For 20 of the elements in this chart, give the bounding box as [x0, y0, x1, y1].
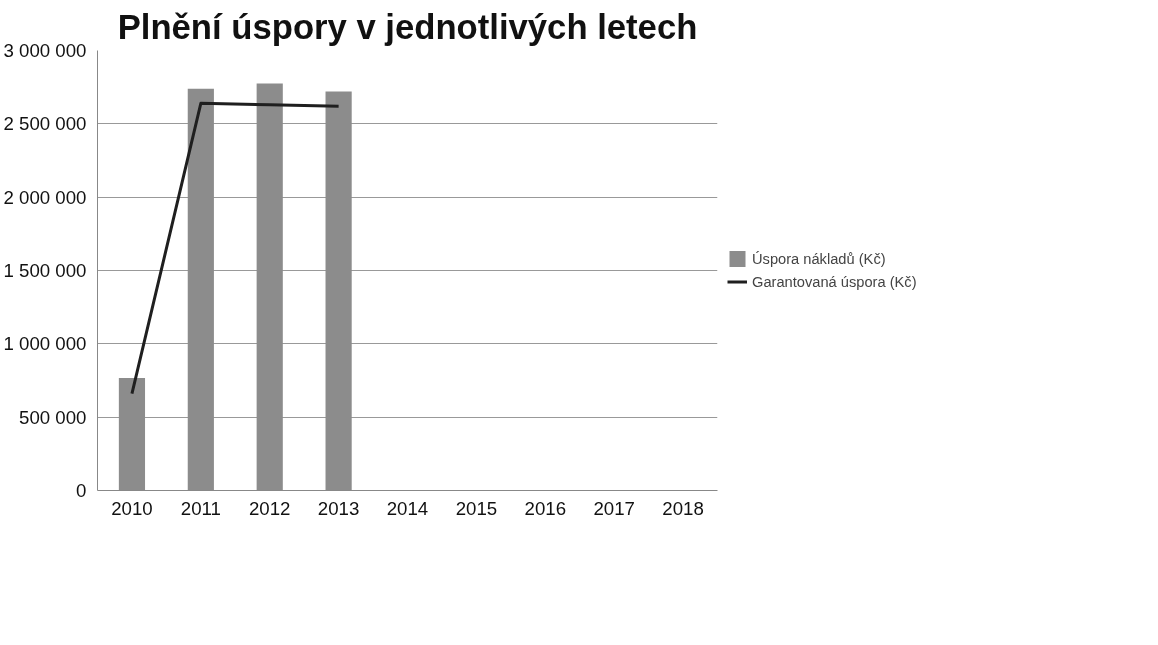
x-tick-label: 2015 — [455, 497, 498, 519]
y-tick-label: 2 000 000 — [3, 186, 87, 208]
x-tick-label: 2011 — [180, 497, 221, 519]
x-tick-label: 2014 — [386, 497, 429, 519]
x-tick-label: 2010 — [111, 497, 153, 519]
y-tick-label: 1 500 000 — [3, 260, 87, 281]
y-tick-label: 1 000 000 — [3, 333, 87, 355]
x-tick-label: 2017 — [593, 497, 635, 519]
y-tick-label: 3 000 000 — [3, 40, 87, 61]
legend-label: Garantovaná úspora (Kč) — [752, 273, 917, 290]
x-tick-label: 2013 — [317, 497, 360, 519]
y-tick-label: 500 000 — [19, 406, 87, 428]
y-tick-label: 0 — [76, 480, 87, 501]
y-tick-label: 2 500 000 — [3, 113, 87, 135]
chart-title: Plnění úspory v jednotlivých letech — [117, 7, 698, 46]
x-tick-label: 2016 — [524, 497, 567, 519]
x-tick-label: 2012 — [248, 497, 291, 519]
line-series — [130, 101, 341, 396]
x-tick-label: 2018 — [662, 497, 704, 519]
legend-label: Úspora nákladů (Kč) — [752, 250, 886, 267]
